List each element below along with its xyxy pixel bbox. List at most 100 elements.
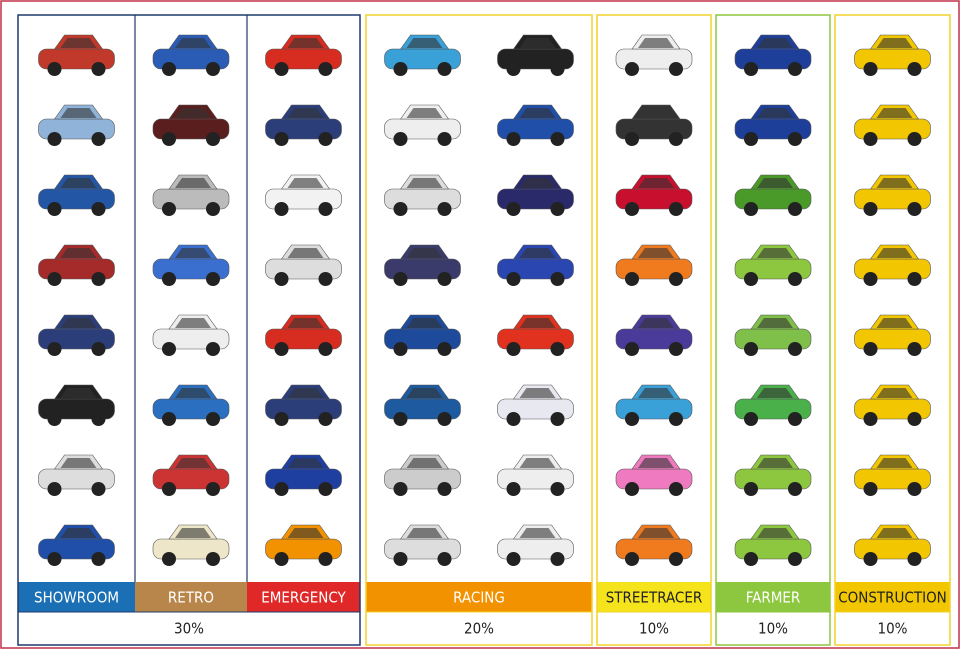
product-wheel [438, 272, 452, 286]
product-wheel [507, 132, 521, 146]
share-percent: 20% [464, 620, 494, 638]
product-wheel [206, 482, 220, 496]
product-wheel [48, 552, 62, 566]
product-wheel [908, 482, 922, 496]
product-wheel [669, 272, 683, 286]
product-wheel [744, 412, 758, 426]
product-wheel [908, 552, 922, 566]
product-wheel [162, 482, 176, 496]
product-wheel [908, 62, 922, 76]
product-wheel [92, 342, 106, 356]
product-wheel [48, 132, 62, 146]
product-wheel [625, 412, 639, 426]
product-wheel [162, 202, 176, 216]
product-wheel [744, 342, 758, 356]
product-wheel [48, 62, 62, 76]
product-wheel [275, 202, 289, 216]
product-wheel [744, 62, 758, 76]
product-wheel [507, 272, 521, 286]
product-wheel [908, 202, 922, 216]
product-wheel [319, 412, 333, 426]
product-wheel [507, 552, 521, 566]
product-wheel [394, 552, 408, 566]
product-wheel [275, 552, 289, 566]
product-wheel [864, 342, 878, 356]
product-wheel [551, 552, 565, 566]
product-wheel [394, 132, 408, 146]
product-wheel [92, 202, 106, 216]
product-wheel [788, 62, 802, 76]
product-wheel [669, 412, 683, 426]
product-wheel [275, 342, 289, 356]
product-wheel [625, 482, 639, 496]
product-wheel [507, 342, 521, 356]
product-wheel [625, 202, 639, 216]
product-wheel [788, 342, 802, 356]
product-wheel [551, 412, 565, 426]
product-wheel [744, 132, 758, 146]
product-wheel [394, 482, 408, 496]
product-wheel [162, 552, 176, 566]
product-wheel [908, 412, 922, 426]
product-wheel [319, 552, 333, 566]
product-wheel [788, 552, 802, 566]
product-wheel [507, 412, 521, 426]
product-wheel [319, 62, 333, 76]
product-wheel [162, 132, 176, 146]
product-wheel [788, 132, 802, 146]
product-wheel [92, 552, 106, 566]
product-wheel [48, 272, 62, 286]
category-label: CONSTRUCTION [838, 589, 947, 607]
product-wheel [319, 342, 333, 356]
page-frame [1, 1, 959, 648]
product-wheel [394, 412, 408, 426]
category-label: STREETRACER [606, 589, 703, 607]
share-percent: 10% [758, 620, 788, 638]
product-wheel [788, 202, 802, 216]
category-label: FARMER [746, 589, 801, 607]
product-wheel [206, 62, 220, 76]
product-wheel [744, 482, 758, 496]
product-wheel [669, 132, 683, 146]
product-wheel [394, 342, 408, 356]
product-wheel [162, 412, 176, 426]
product-wheel [319, 132, 333, 146]
product-wheel [908, 132, 922, 146]
product-wheel [551, 272, 565, 286]
product-wheel [864, 132, 878, 146]
product-wheel [438, 132, 452, 146]
product-wheel [92, 412, 106, 426]
product-wheel [48, 202, 62, 216]
product-wheel [507, 482, 521, 496]
product-wheel [206, 342, 220, 356]
product-wheel [319, 482, 333, 496]
category-label: SHOWROOM [34, 589, 119, 607]
product-wheel [507, 62, 521, 76]
category-label: EMERGENCY [261, 589, 346, 607]
product-wheel [275, 412, 289, 426]
category-label: RETRO [168, 589, 214, 607]
product-wheel [625, 272, 639, 286]
product-wheel [625, 132, 639, 146]
category-label: RACING [453, 589, 505, 607]
share-percent: 10% [878, 620, 908, 638]
product-wheel [625, 342, 639, 356]
share-percent: 30% [174, 620, 204, 638]
product-wheel [92, 272, 106, 286]
product-wheel [551, 342, 565, 356]
product-wheel [625, 552, 639, 566]
product-wheel [162, 342, 176, 356]
product-wheel [206, 552, 220, 566]
product-wheel [551, 202, 565, 216]
product-wheel [92, 132, 106, 146]
product-wheel [864, 202, 878, 216]
product-wheel [438, 62, 452, 76]
product-wheel [864, 482, 878, 496]
product-wheel [669, 552, 683, 566]
product-wheel [275, 62, 289, 76]
product-wheel [864, 62, 878, 76]
catalog-page: SHOWROOM RETRO EMERGENCY 30% RACING 20% STREET… [0, 0, 960, 649]
product-wheel [48, 482, 62, 496]
product-wheel [788, 482, 802, 496]
product-wheel [551, 62, 565, 76]
